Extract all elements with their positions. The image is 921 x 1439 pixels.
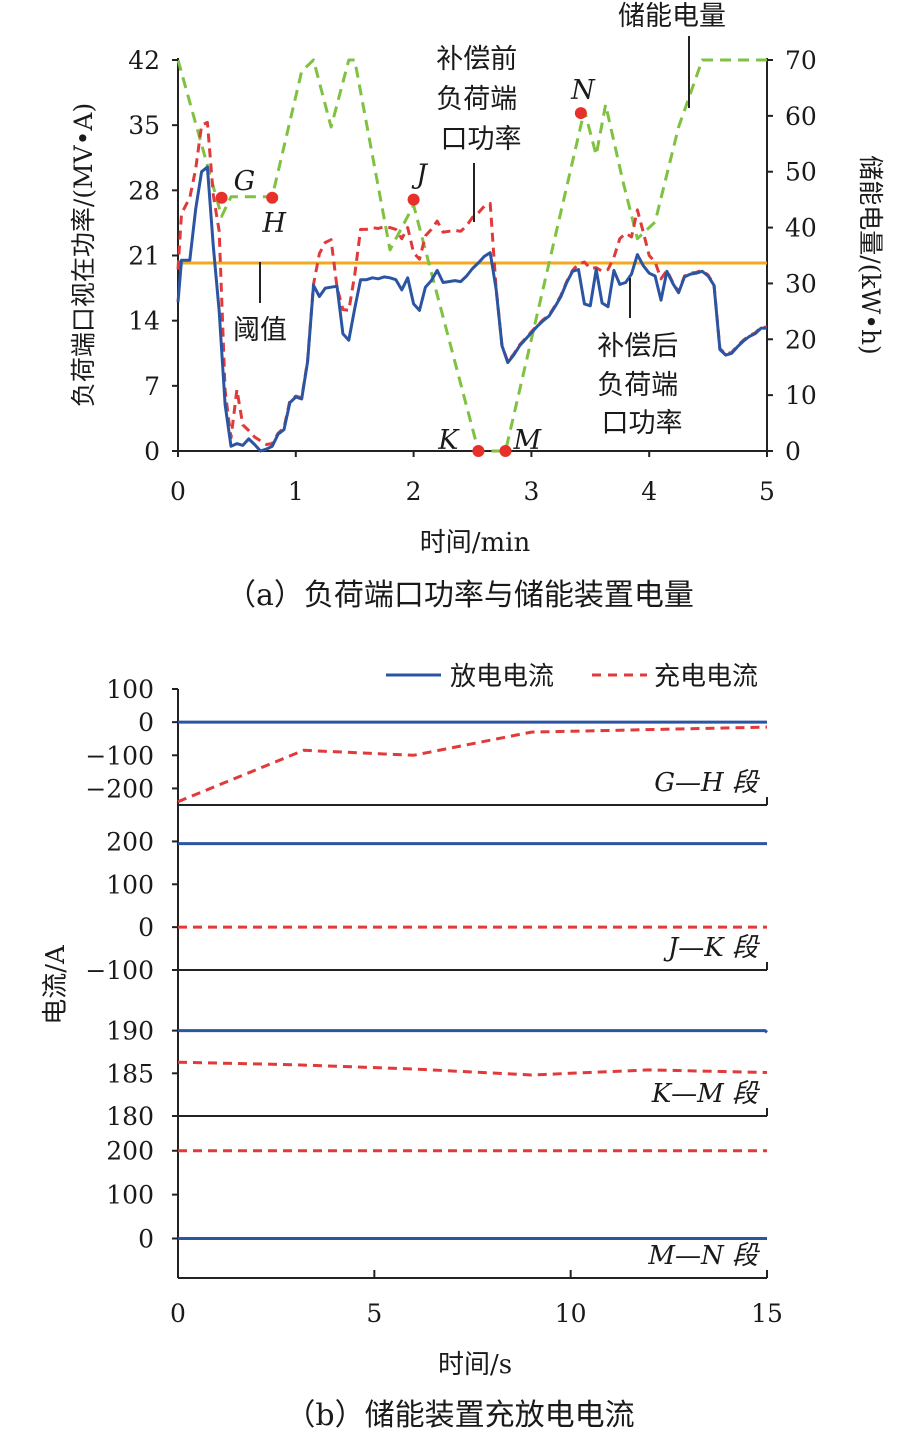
panel-label: G—H 段 <box>654 768 761 798</box>
a-y2-tick-label: 40 <box>785 214 817 243</box>
point-label-h: H <box>261 208 286 239</box>
post-comp-line3: 口功率 <box>602 408 683 439</box>
pre-comp-line1: 补偿前 <box>436 44 517 75</box>
point-label-k: K <box>437 425 460 456</box>
point-label-g: G <box>234 166 256 197</box>
panel-y-tick-label: 0 <box>138 708 154 737</box>
legend-label-discharge: 放电电流 <box>450 662 554 692</box>
panel-y-tick-label: 100 <box>106 1181 154 1210</box>
point-m <box>499 445 512 457</box>
post-comp-line2: 负荷端 <box>597 370 678 401</box>
a-y-tick-label: 7 <box>144 372 160 401</box>
panel-label: M—N 段 <box>647 1241 761 1271</box>
panel-y-tick-label: 0 <box>138 913 154 942</box>
charge-current-line <box>177 725 768 804</box>
a-x-tick-label: 5 <box>759 477 775 506</box>
a-y-tick-label: 35 <box>128 111 160 140</box>
a-y2-axis-title: 储能电量/(kW•h) <box>856 155 885 355</box>
a-y2-tick-label: 60 <box>785 102 817 131</box>
b-x-tick-label: 10 <box>555 1299 587 1328</box>
panel-y-tick-label: 180 <box>106 1102 154 1131</box>
threshold-annotation: 阈值 <box>233 315 287 346</box>
a-x-tick-label: 3 <box>523 477 539 506</box>
b-caption: （b）储能装置充放电电流 <box>285 1398 634 1433</box>
a-x-tick-label: 2 <box>406 477 422 506</box>
panel-y-tick-label: 100 <box>106 870 154 899</box>
point-label-j: J <box>411 160 429 191</box>
panel-y-tick-label: 190 <box>106 1017 154 1046</box>
a-points-layer: GH J K M N <box>215 75 596 457</box>
point-h <box>266 191 279 204</box>
panel-label: J—K 段 <box>663 933 761 963</box>
point-label-m: M <box>512 425 542 456</box>
panel-y-tick-label: 100 <box>106 675 154 704</box>
panel-y-tick-label: −100 <box>85 741 154 770</box>
a-y2-tick-label: 30 <box>785 269 817 298</box>
panel-y-tick-label: 200 <box>106 1137 154 1166</box>
a-x-tick-label: 0 <box>170 477 186 506</box>
point-k <box>472 445 485 457</box>
point-label-n: N <box>570 75 596 106</box>
legend-label-charge: 充电电流 <box>654 662 758 692</box>
b-x-tick-layer: 0 5 10 15 <box>170 1270 783 1328</box>
a-y-tick-label: 14 <box>128 307 160 336</box>
b-x-tick-label: 0 <box>170 1299 186 1328</box>
panel-3: 190 185 180 K—M 段 <box>106 1017 768 1131</box>
point-g <box>215 191 228 204</box>
post-comp-annotation: 补偿后 负荷端 口功率 <box>597 331 687 439</box>
chart-a: 0 7 14 21 28 35 42 0 10 20 30 40 50 60 70 0 1 2 3 4 5 GH J K M N… <box>69 1 885 613</box>
a-y-tick-label: 28 <box>128 176 160 205</box>
a-caption: （a）负荷端口功率与储能装置电量 <box>226 578 694 613</box>
a-x-axis-title: 时间/min <box>420 528 531 558</box>
a-y2-tick-label: 50 <box>785 158 817 187</box>
panel-y-tick-label: −200 <box>85 774 154 803</box>
a-y2-tick-label: 70 <box>785 46 817 75</box>
pre-comp-annotation: 补偿前 负荷端 口功率 <box>436 44 526 155</box>
panel-4: 200 100 0 M—N 段 <box>106 1137 768 1279</box>
b-x-tick-label: 15 <box>751 1299 783 1328</box>
a-y-axis-title: 负荷端口视在功率/(MV•A) <box>69 103 98 407</box>
b-y-axis-title: 电流/A <box>41 944 71 1025</box>
panel-2: 200 100 0 −100 J—K 段 <box>85 827 768 985</box>
a-tick-layer: 0 7 14 21 28 35 42 0 10 20 30 40 50 60 70 0 1 2 3 4 5 <box>128 46 817 506</box>
a-y2-tick-label: 10 <box>785 381 817 410</box>
panel-label: K—M 段 <box>651 1079 761 1109</box>
post-comp-power-line <box>176 165 767 453</box>
pre-comp-line3: 口功率 <box>441 124 522 155</box>
energy-annotation: 储能电量 <box>618 1 726 32</box>
b-x-tick-label: 5 <box>366 1299 382 1328</box>
a-x-tick-label: 1 <box>288 477 304 506</box>
point-j <box>407 193 420 206</box>
a-y-tick-label: 42 <box>128 46 160 75</box>
panel-y-tick-label: 185 <box>106 1059 154 1088</box>
point-n <box>574 107 587 120</box>
charge-current-line <box>177 1060 768 1077</box>
panel-y-tick-label: 0 <box>138 1225 154 1254</box>
panel-y-tick-label: −100 <box>85 956 154 985</box>
a-y2-tick-label: 20 <box>785 325 817 354</box>
a-x-tick-label: 4 <box>641 477 657 506</box>
pre-comp-line2: 负荷端 <box>436 84 517 115</box>
a-y-tick-label: 21 <box>128 242 160 271</box>
panel-1: 100 0 −100 −200 G—H 段 <box>85 675 768 806</box>
b-x-axis-title: 时间/s <box>438 1350 512 1380</box>
a-y-tick-label: 0 <box>144 437 160 466</box>
discharge-current-line <box>178 1029 768 1034</box>
post-comp-line1: 补偿后 <box>597 331 678 362</box>
b-legend: 放电电流 充电电流 <box>386 662 758 692</box>
panel-y-tick-label: 200 <box>106 827 154 856</box>
a-y2-tick-label: 0 <box>785 437 801 466</box>
